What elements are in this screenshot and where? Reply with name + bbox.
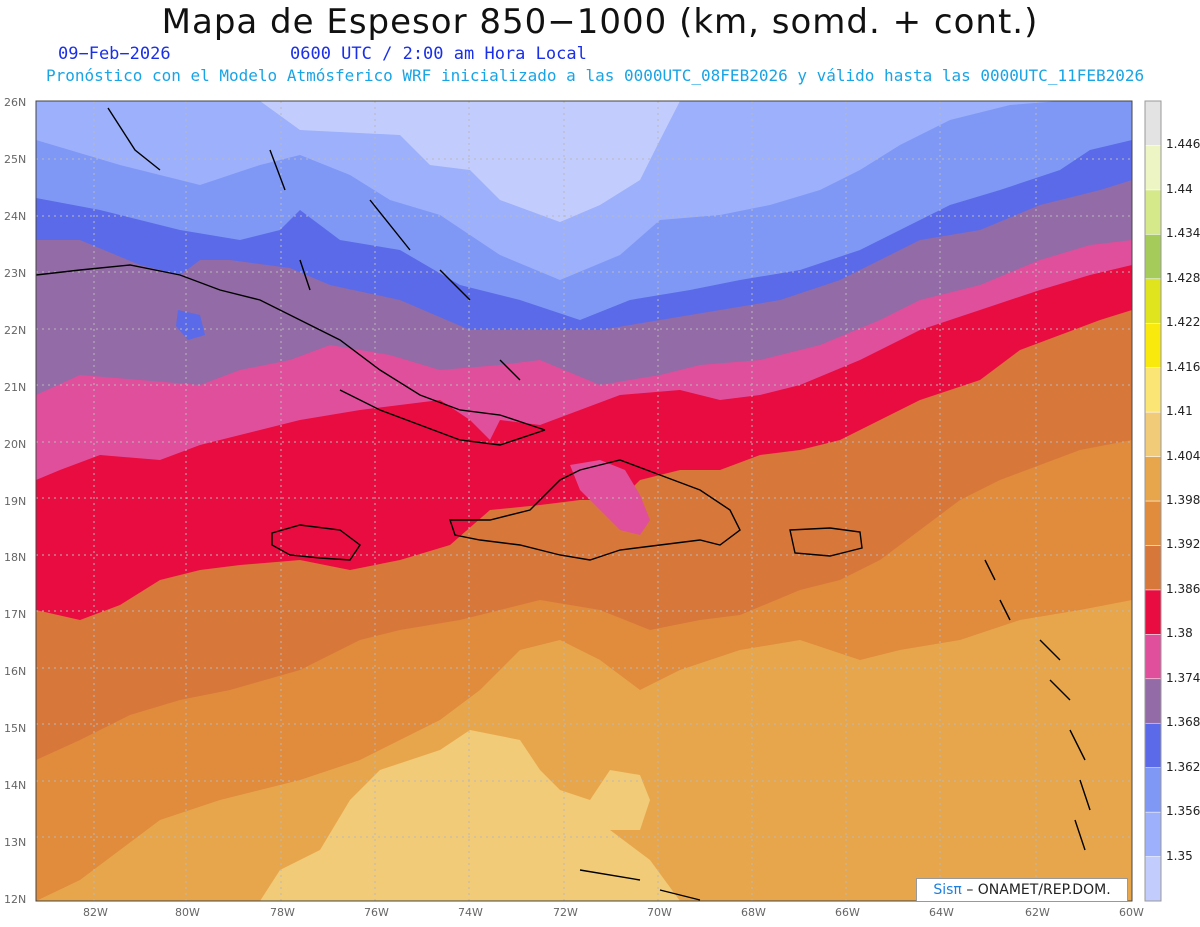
longitude-label: 72W [553,906,578,919]
latitude-label: 21N [4,380,27,394]
model-subtitle: Pronóstico con el Modelo Atmósferico WRF… [46,66,1145,85]
forecast-time: 0600 UTC / 2:00 am Hora Local [290,44,587,64]
colorbar-swatch [1144,722,1162,768]
band-1410-b [590,770,650,830]
colorbar-label: 1.446 [1166,137,1200,152]
longitude-label: 68W [741,906,766,919]
longitude-label: 76W [364,906,389,919]
colorbar-label: 1.41 [1166,404,1193,419]
longitude-label: 80W [175,906,200,919]
colorbar-swatch [1144,456,1162,502]
forecast-date: 09−Feb−2026 [58,44,171,64]
map-title: Mapa de Espesor 850−1000 (km, somd. + co… [161,2,1039,42]
colorbar-swatch [1144,278,1162,324]
puerto-rico-coast [789,527,863,557]
colorbar-label: 1.356 [1166,804,1200,819]
antilles-coast [579,559,1091,901]
coastlines [36,107,1091,901]
colorbar-label: 1.434 [1166,226,1200,241]
colorbar-swatch [1144,856,1162,902]
colorbar-swatch [1144,411,1162,457]
latitude-label: 14N [4,779,27,793]
cuba-coast [36,264,546,446]
colorbar-label: 1.44 [1166,181,1193,196]
latitude-label: 12N [4,893,27,906]
colorbar-label: 1.386 [1166,581,1200,596]
longitude-label: 60W [1119,906,1144,919]
colorbar-swatch [1144,234,1162,280]
latitude-label: 13N [4,836,27,850]
colorbar-swatch [1144,322,1162,368]
colorbar-swatch [1144,545,1162,591]
longitude-label: 82W [83,906,108,919]
graticule [36,101,1132,901]
colorbar-label: 1.398 [1166,493,1200,507]
colorbar-swatch [1144,367,1162,413]
colorbar-label: 1.404 [1166,448,1200,463]
longitude-label: 64W [929,906,954,919]
band-1410 [260,730,680,901]
latitude-label: 25N [4,152,27,166]
colorbar-label: 1.38 [1166,626,1193,641]
longitude-label: 74W [458,906,483,919]
longitude-label: 78W [270,906,295,919]
colorbar-swatch [1144,189,1162,235]
band-1374-purple-spot [176,310,205,340]
credit-text: – ONAMET/REP.DOM. [966,882,1111,898]
colorbar-swatch [1144,589,1162,635]
latitude-label: 23N [4,266,27,280]
colorbar-swatch [1144,145,1162,191]
longitude-label: 70W [647,906,672,919]
colorbar [1144,100,1162,902]
colorbar-swatch [1144,767,1162,813]
colorbar-swatch [1144,811,1162,857]
jamaica-coast [271,524,361,561]
colorbar-swatch [1144,500,1162,546]
band-1380-hispaniola [570,460,650,535]
longitude-label: 62W [1025,906,1050,919]
map-frame [35,100,1133,902]
latitude-label: 15N [4,722,27,736]
latitude-label: 16N [4,665,27,679]
band-1404 [36,600,1132,901]
colorbar-swatch [1144,678,1162,724]
latitude-label: 19N [4,494,27,508]
latitude-label: 18N [4,551,27,565]
colorbar-label: 1.416 [1166,359,1200,374]
longitude-label: 66W [835,906,860,919]
colorbar-label: 1.368 [1166,715,1200,730]
colorbar-label: 1.392 [1166,537,1200,552]
credit-box: Sisπ – ONAMET/REP.DOM. [916,878,1128,902]
colorbar-frame [1144,100,1162,902]
colorbar-label: 1.362 [1166,759,1200,774]
colorbar-swatch [1144,100,1162,146]
colorbar-label: 1.428 [1166,270,1200,285]
thickness-bands [36,101,1132,901]
bahamas-coast [107,107,521,381]
credit-brand: Sisπ [933,882,962,898]
hispaniola-coast [449,459,741,561]
colorbar-label: 1.422 [1166,315,1200,330]
colorbar-label: 1.374 [1166,670,1200,685]
latitude-label: 24N [4,209,27,223]
latitude-label: 26N [4,96,27,109]
latitude-label: 17N [4,608,27,622]
latitude-label: 20N [4,437,27,451]
colorbar-label: 1.35 [1166,848,1193,863]
colorbar-swatch [1144,634,1162,680]
latitude-label: 22N [4,323,27,337]
